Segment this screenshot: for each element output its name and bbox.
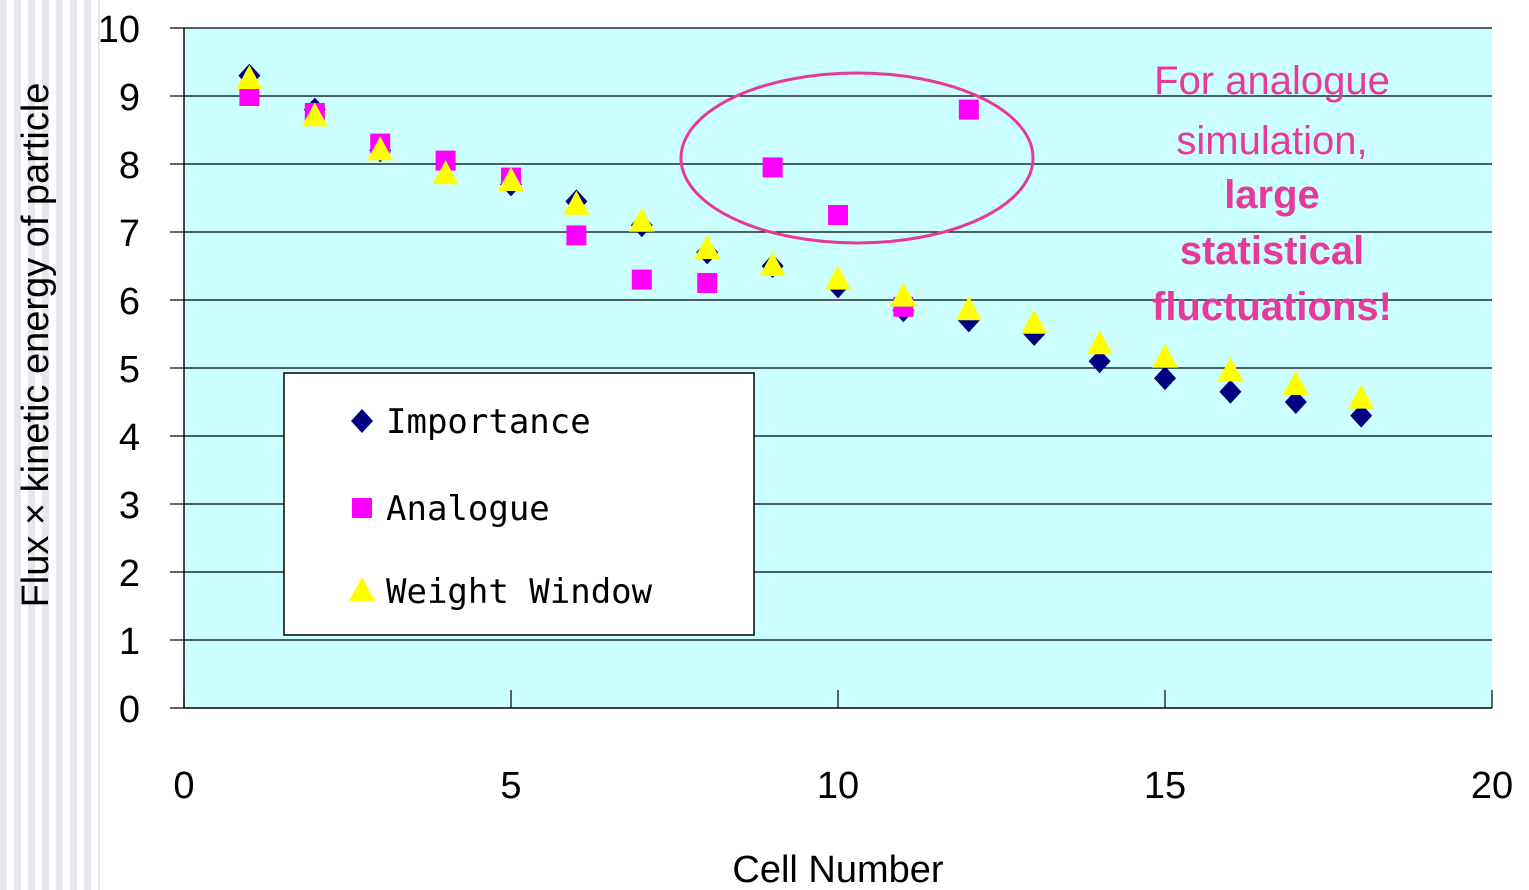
- triangle-point: [1348, 384, 1375, 409]
- square-point: [566, 225, 587, 246]
- diamond-point: [1154, 366, 1176, 391]
- legend-label: Importance: [386, 402, 591, 442]
- y-tick-label: 9: [119, 77, 140, 119]
- legend-diamond-icon: [351, 409, 373, 433]
- x-tick-label: 15: [1144, 765, 1186, 807]
- triangle-point: [955, 296, 982, 321]
- triangle-point: [563, 190, 590, 215]
- square-point: [762, 157, 783, 178]
- y-tick-label: 0: [119, 689, 140, 731]
- square-point: [828, 205, 848, 225]
- triangle-point: [825, 265, 851, 290]
- legend-square-icon: [352, 498, 372, 518]
- legend-triangle-icon: [349, 577, 375, 601]
- y-tick-labels: 0 1 2 3 4 5 6 7 8 9 10: [98, 9, 140, 731]
- x-tick-label: 10: [817, 765, 859, 807]
- y-tick-label: 10: [98, 9, 140, 51]
- y-tick-label: 3: [119, 485, 140, 527]
- annotation: For analogue simulation, large statistical f…: [1152, 59, 1392, 329]
- y-tick-label: 7: [119, 213, 140, 255]
- square-point: [631, 269, 652, 290]
- annotation-line: fluctuations!: [1152, 285, 1392, 329]
- triangle-point: [694, 235, 721, 259]
- x-tick-label: 5: [500, 765, 521, 807]
- diamond-point: [1350, 403, 1373, 428]
- triangle-point: [628, 207, 655, 232]
- triangle-point: [1086, 330, 1113, 355]
- triangle-point: [498, 167, 524, 191]
- annotation-line: For analogue: [1154, 59, 1390, 103]
- y-axis-title: Flux × kinetic energy of particle: [15, 83, 57, 608]
- diamond-point: [1284, 390, 1307, 414]
- triangle-point: [759, 252, 786, 276]
- legend-label: Analogue: [386, 489, 550, 529]
- x-tick-label: 20: [1471, 765, 1513, 807]
- square-point: [697, 273, 718, 293]
- x-tick-labels: 0 5 10 15 20: [173, 765, 1513, 807]
- triangle-point: [890, 282, 917, 307]
- x-tick-label: 0: [173, 765, 194, 807]
- triangle-point: [301, 102, 328, 127]
- triangle-point: [1217, 357, 1244, 382]
- diamond-point: [1219, 379, 1242, 404]
- legend-label: Weight Window: [386, 572, 653, 612]
- triangle-point: [1282, 371, 1309, 395]
- triangle-point: [367, 136, 394, 161]
- annotation-line: simulation,: [1176, 119, 1367, 163]
- triangle-point: [1152, 343, 1178, 368]
- y-tick-label: 4: [119, 417, 140, 459]
- side-stripes: [0, 0, 100, 890]
- y-tick-label: 5: [119, 349, 140, 391]
- y-tick-label: 6: [119, 281, 140, 323]
- x-axis-title: Cell Number: [732, 849, 944, 890]
- highlight-ellipse: [679, 71, 1035, 245]
- y-tick-label: 8: [119, 145, 140, 187]
- legend: Importance Analogue Weight Window: [283, 372, 755, 636]
- triangle-point: [236, 65, 263, 89]
- diamond-point: [1088, 349, 1111, 374]
- y-tick-label: 1: [119, 621, 140, 663]
- square-point: [239, 86, 260, 106]
- axes: [183, 28, 1493, 709]
- triangle-point: [432, 160, 459, 185]
- annotation-line: large: [1224, 173, 1320, 217]
- square-point: [958, 99, 979, 120]
- data-markers: [236, 63, 1375, 428]
- triangle-point: [1021, 309, 1048, 334]
- y-tick-label: 2: [119, 553, 140, 595]
- annotation-line: statistical: [1180, 229, 1365, 273]
